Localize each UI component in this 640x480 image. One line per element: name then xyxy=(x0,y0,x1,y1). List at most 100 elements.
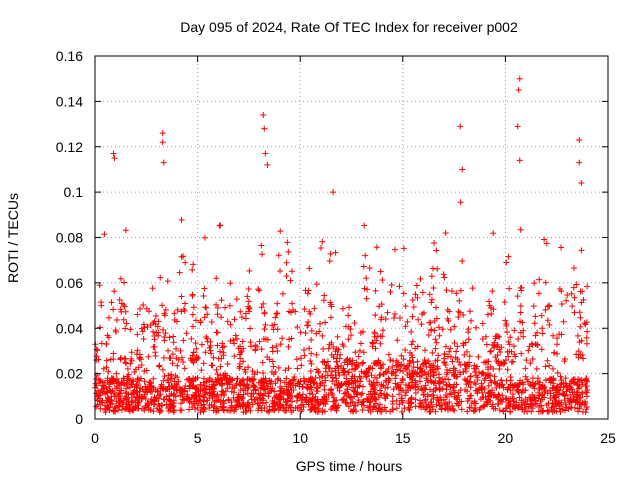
data-point xyxy=(252,347,259,354)
data-point xyxy=(259,397,266,404)
data-point xyxy=(240,385,247,392)
data-point xyxy=(218,297,225,304)
y-axis-ticks: 0 0.02 0.04 0.06 0.08 0.1 0.12 0.14 0.16 xyxy=(56,48,608,427)
data-point xyxy=(181,365,188,372)
data-point xyxy=(238,348,245,355)
data-point xyxy=(439,326,446,333)
data-point xyxy=(556,286,563,293)
data-point xyxy=(244,376,251,383)
data-point xyxy=(402,303,409,310)
data-point xyxy=(563,382,570,389)
data-point xyxy=(176,269,183,276)
data-point xyxy=(428,296,435,303)
data-point xyxy=(245,364,252,371)
data-point xyxy=(467,308,474,315)
data-point xyxy=(93,390,100,397)
data-point xyxy=(262,336,269,343)
data-point xyxy=(285,392,292,399)
data-point xyxy=(546,303,553,310)
data-point xyxy=(274,310,281,317)
data-point xyxy=(255,400,262,407)
data-point xyxy=(417,365,424,372)
data-point xyxy=(264,161,271,168)
data-point xyxy=(149,285,156,292)
data-point xyxy=(433,247,440,254)
data-point xyxy=(349,408,356,415)
data-point xyxy=(150,401,157,408)
data-point xyxy=(419,387,426,394)
data-point xyxy=(269,403,276,410)
data-point xyxy=(218,392,225,399)
data-point xyxy=(442,343,449,350)
data-point xyxy=(118,406,125,413)
data-point xyxy=(317,382,324,389)
data-point xyxy=(134,311,141,318)
data-point xyxy=(214,304,221,311)
data-point xyxy=(206,375,213,382)
data-point xyxy=(198,367,205,374)
data-point xyxy=(495,401,502,408)
data-point xyxy=(348,332,355,339)
data-point xyxy=(467,373,474,380)
data-point xyxy=(358,391,365,398)
data-point xyxy=(247,325,254,332)
data-point xyxy=(213,366,220,373)
data-point xyxy=(539,325,546,332)
data-point xyxy=(576,159,583,166)
data-point xyxy=(329,374,336,381)
data-point xyxy=(229,404,236,411)
data-point xyxy=(420,309,427,316)
data-point xyxy=(389,393,396,400)
data-point xyxy=(464,408,471,415)
data-point xyxy=(258,242,265,249)
data-point xyxy=(491,379,498,386)
data-point xyxy=(425,402,432,409)
data-point xyxy=(573,281,580,288)
data-point xyxy=(502,405,509,412)
data-point xyxy=(343,357,350,364)
data-point xyxy=(130,399,137,406)
data-point xyxy=(351,402,358,409)
data-point xyxy=(522,365,529,372)
data-point xyxy=(245,298,252,305)
data-point xyxy=(447,390,454,397)
data-point xyxy=(534,342,541,349)
data-point xyxy=(189,291,196,298)
data-point xyxy=(532,313,539,320)
data-point xyxy=(344,399,351,406)
data-point xyxy=(137,375,144,382)
data-point xyxy=(348,377,355,384)
data-point xyxy=(571,404,578,411)
data-point xyxy=(378,364,385,371)
data-point xyxy=(165,347,172,354)
data-point xyxy=(517,377,524,384)
data-point xyxy=(577,314,584,321)
data-point xyxy=(372,345,379,352)
x-tick-label: 25 xyxy=(600,430,616,446)
data-point xyxy=(125,406,132,413)
data-point xyxy=(332,348,339,355)
data-point xyxy=(328,368,335,375)
data-point xyxy=(451,372,458,379)
data-point xyxy=(313,381,320,388)
data-point xyxy=(396,314,403,321)
data-point xyxy=(523,357,530,364)
data-point xyxy=(383,408,390,415)
data-point xyxy=(328,386,335,393)
data-point xyxy=(576,309,583,316)
data-point xyxy=(394,337,401,344)
data-point xyxy=(566,399,573,406)
data-point xyxy=(165,379,172,386)
data-point xyxy=(509,391,516,398)
data-point xyxy=(286,402,293,409)
data-point xyxy=(394,381,401,388)
data-point xyxy=(96,379,103,386)
data-point xyxy=(113,317,120,324)
data-point xyxy=(328,406,335,413)
data-point xyxy=(291,376,298,383)
data-point xyxy=(206,395,213,402)
data-point xyxy=(180,396,187,403)
data-point xyxy=(169,351,176,358)
data-point xyxy=(275,407,282,414)
data-point xyxy=(435,324,442,331)
